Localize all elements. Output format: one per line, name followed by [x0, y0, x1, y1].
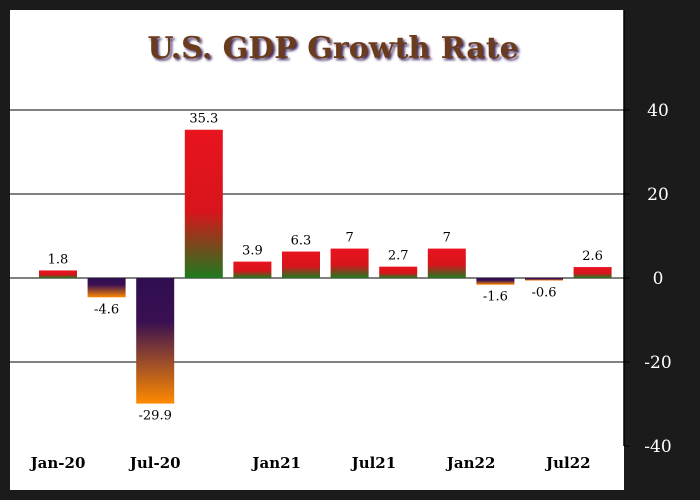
value-label: 7	[443, 231, 451, 246]
bar-q2-20	[87, 278, 126, 298]
bar-q1-20	[39, 270, 77, 278]
value-label: -1.6	[483, 290, 508, 305]
value-label: 2.7	[388, 249, 409, 264]
bar-q3-21	[330, 248, 369, 278]
y-tick-label: -20	[644, 353, 671, 373]
value-labels: 1.8 -4.6 -29.9 35.3 3.9 6.3 7 2.7 7 -1.6 -0.6 2.6	[48, 112, 603, 424]
x-tick-label: Jan21	[250, 454, 301, 472]
x-tick-label: Jul22	[544, 454, 591, 472]
bar-q3-20	[136, 278, 175, 404]
value-label: -4.6	[94, 302, 119, 317]
bar-q4-20	[184, 129, 223, 278]
x-tick-label: Jul-20	[128, 454, 181, 472]
x-tick-label: Jul21	[350, 454, 397, 472]
value-label: 1.8	[48, 252, 69, 267]
y-tick-label: -40	[644, 437, 671, 457]
bar-q1-22	[427, 248, 466, 278]
value-label: 35.3	[189, 112, 218, 127]
x-tick-label: Jan-20	[29, 454, 86, 472]
y-tick-label: 0	[653, 269, 664, 289]
x-axis-ticks: Jan-20 Jul-20 Jan21 Jul21 Jan22 Jul22	[29, 454, 591, 472]
bar-q2-21	[282, 251, 320, 278]
value-label: 3.9	[242, 244, 263, 259]
bars	[39, 129, 612, 404]
bar-q4-22	[573, 267, 612, 278]
value-label: -29.9	[139, 409, 172, 424]
y-axis-ticks: -40 -20 0 20 40	[624, 101, 672, 457]
bar-q2-22	[476, 278, 515, 285]
chart-title: U.S. GDP Growth Rate	[147, 31, 518, 66]
value-label: 2.6	[582, 249, 603, 264]
value-label: 7	[345, 231, 353, 246]
bar-q4-21	[379, 266, 418, 278]
value-label: -0.6	[531, 286, 556, 301]
plot-background	[10, 10, 624, 490]
y-tick-label: 40	[647, 101, 669, 121]
bar-q3-22	[525, 278, 563, 281]
bar-q1-21	[233, 261, 272, 278]
x-tick-label: Jan22	[445, 454, 496, 472]
y-tick-label: 20	[647, 185, 669, 205]
value-label: 6.3	[291, 234, 312, 249]
